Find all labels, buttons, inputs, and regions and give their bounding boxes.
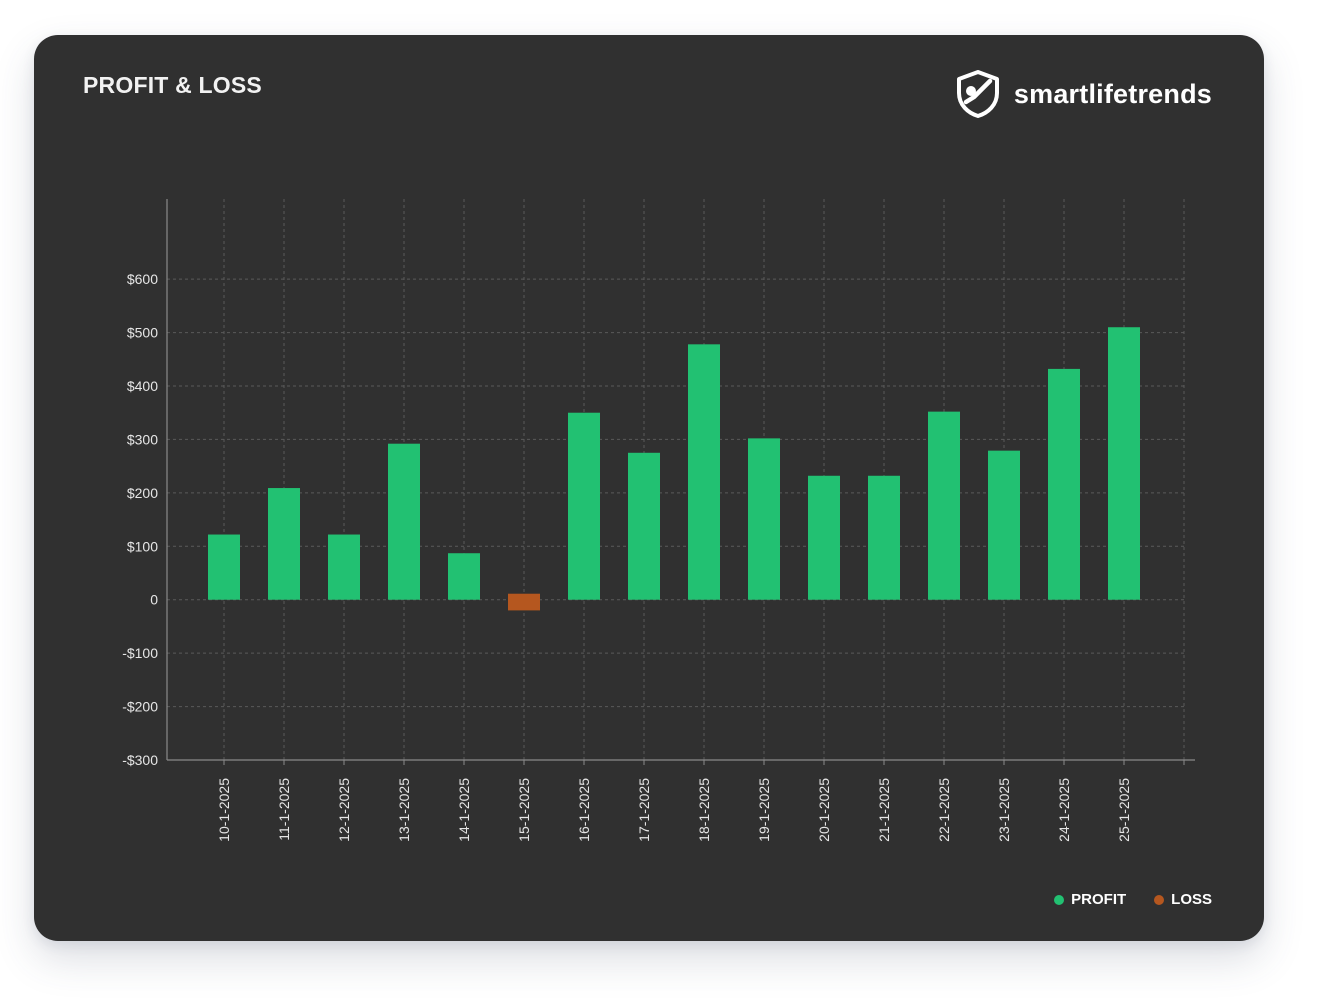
bar-16-1-2025 xyxy=(568,412,600,600)
bar-19-1-2025 xyxy=(748,438,780,600)
bar-23-1-2025 xyxy=(988,450,1020,600)
bar-chart: -$300 -$200 -$100 0 $100 $200 $300 $400 $500 $600… xyxy=(122,199,1195,842)
bar-12-1-2025 xyxy=(328,534,360,600)
x-tick-label: 21-1-2025 xyxy=(876,778,892,842)
x-tick-label: 15-1-2025 xyxy=(516,778,532,842)
x-tick-label: 13-1-2025 xyxy=(396,778,412,842)
shield-icon xyxy=(956,70,999,118)
y-tick-label: $200 xyxy=(127,485,158,501)
brand: smartlifetrends xyxy=(954,69,1212,119)
chart-card: PROFIT & LOSS smartlifetrends -$300 -$200… xyxy=(34,35,1264,941)
x-tick-label: 24-1-2025 xyxy=(1056,778,1072,842)
bar-18-1-2025 xyxy=(688,344,720,600)
y-tick-label: $100 xyxy=(127,538,158,554)
x-tick-label: 23-1-2025 xyxy=(996,778,1012,842)
bar-24-1-2025 xyxy=(1048,368,1080,600)
x-tick-label: 11-1-2025 xyxy=(276,778,292,841)
x-tick-label: 17-1-2025 xyxy=(636,778,652,842)
bar-21-1-2025 xyxy=(868,475,900,600)
x-tick-label: 12-1-2025 xyxy=(336,778,352,842)
bar-11-1-2025 xyxy=(268,488,300,600)
x-tick-label: 10-1-2025 xyxy=(216,778,232,842)
legend-item-profit[interactable]: PROFIT xyxy=(1054,891,1126,908)
y-tick-label: -$200 xyxy=(122,699,158,715)
bar-25-1-2025 xyxy=(1108,327,1140,600)
y-tick-label: 0 xyxy=(150,592,158,608)
legend-item-loss[interactable]: LOSS xyxy=(1154,891,1212,908)
bar-10-1-2025 xyxy=(208,534,240,600)
legend-swatch-loss xyxy=(1154,894,1165,905)
x-tick-label: 16-1-2025 xyxy=(576,778,592,842)
x-tick-label: 22-1-2025 xyxy=(936,778,952,842)
chart-title: PROFIT & LOSS xyxy=(83,72,262,98)
bar-15-1-2025 xyxy=(508,593,540,611)
legend: PROFIT LOSS xyxy=(1054,891,1212,908)
x-tick-label: 18-1-2025 xyxy=(696,778,712,842)
y-tick-label: -$100 xyxy=(122,645,158,661)
y-tick-label: $400 xyxy=(127,378,158,394)
brand-name: smartlifetrends xyxy=(1013,78,1212,109)
legend-label-loss: LOSS xyxy=(1171,891,1212,908)
bar-20-1-2025 xyxy=(808,475,840,600)
bar-13-1-2025 xyxy=(388,443,420,600)
y-tick-label: -$300 xyxy=(122,752,158,768)
bar-22-1-2025 xyxy=(928,411,960,600)
x-tick-label: 19-1-2025 xyxy=(756,778,772,842)
bar-14-1-2025 xyxy=(448,553,480,600)
x-tick-label: 25-1-2025 xyxy=(1116,778,1132,842)
legend-swatch-profit xyxy=(1054,894,1065,905)
y-tick-label: $600 xyxy=(127,271,158,287)
x-tick-label: 14-1-2025 xyxy=(456,778,472,842)
y-tick-label: $300 xyxy=(127,431,158,447)
y-tick-label: $500 xyxy=(127,325,158,341)
x-tick-label: 20-1-2025 xyxy=(816,778,832,842)
bar-17-1-2025 xyxy=(628,452,660,600)
legend-label-profit: PROFIT xyxy=(1071,891,1127,908)
